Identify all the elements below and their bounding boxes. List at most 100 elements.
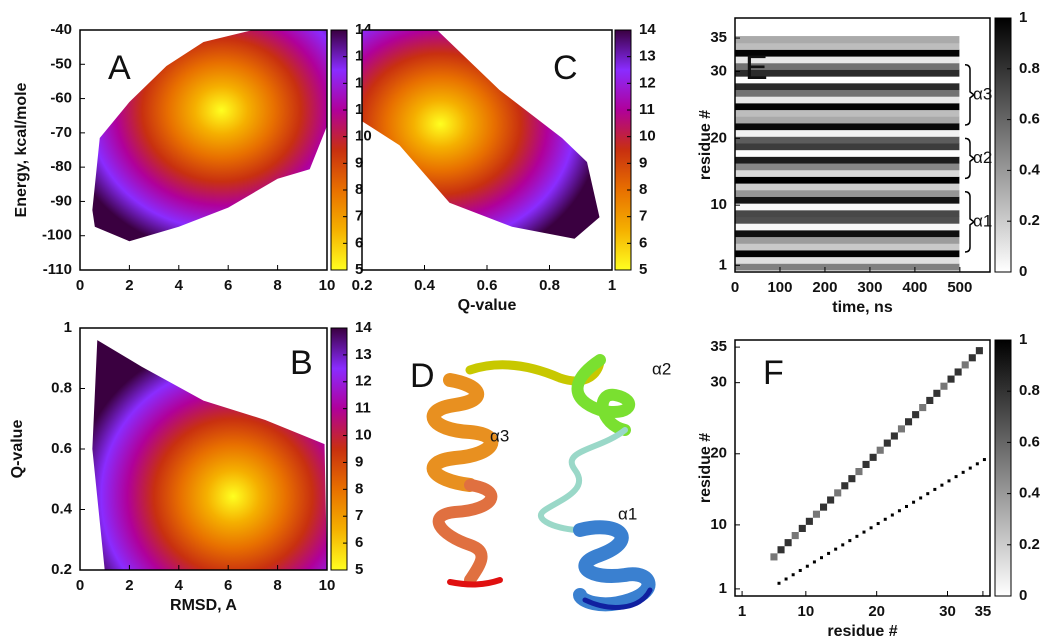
colorbar-tick-label: 11	[639, 101, 655, 118]
contact	[869, 453, 877, 461]
colorbar-tick-label: 0.2	[1019, 536, 1040, 553]
contact	[897, 509, 901, 513]
y-tick-label: 1	[719, 256, 727, 273]
x-tick-label: 2	[125, 277, 133, 294]
residue-row	[735, 183, 960, 191]
colorbar-tick-label: 14	[355, 319, 372, 336]
plot-area	[92, 340, 327, 570]
colorbar-tick-label: 8	[355, 480, 363, 497]
residue-row	[735, 56, 960, 64]
x-tick-label: 0.4	[414, 277, 436, 294]
panel-letter: D	[410, 357, 435, 395]
contact	[841, 543, 845, 547]
y-tick-label: -40	[50, 21, 72, 38]
contact	[791, 532, 799, 540]
x-tick-label: 0.8	[539, 277, 560, 294]
colorbar-tick-label: 6	[355, 534, 363, 551]
plot-frame	[734, 339, 991, 597]
x-axis-label: residue #	[827, 623, 897, 638]
x-tick-label: 6	[224, 277, 232, 294]
density-map	[362, 30, 600, 239]
brace	[964, 137, 976, 180]
y-axis-label: Q-value	[9, 420, 26, 479]
contact	[798, 524, 806, 532]
contact	[876, 522, 880, 526]
colorbar-tick-label: 7	[639, 208, 647, 225]
plot-area	[92, 30, 327, 242]
helix-annotation: α3	[973, 84, 992, 103]
y-tick-label: 10	[710, 196, 727, 213]
x-axis-label: RMSD, A	[170, 597, 237, 614]
y-tick-label: -50	[50, 55, 72, 72]
x-tick-label: 4	[175, 577, 184, 594]
residue-row	[735, 216, 960, 224]
contact	[777, 546, 785, 554]
y-tick-label: 35	[710, 29, 727, 46]
residue-row	[735, 42, 960, 50]
x-tick-label: 4	[175, 277, 184, 294]
helix-label: α1	[618, 504, 637, 523]
y-tick-label: 0.6	[51, 440, 72, 457]
contact	[933, 487, 937, 491]
y-tick-label: 20	[710, 445, 727, 462]
contact	[947, 375, 955, 383]
contact	[919, 496, 923, 500]
colorbar-tick-label: 7	[355, 208, 363, 225]
colorbar-tick-label: 1	[1019, 331, 1027, 348]
contact	[862, 530, 866, 534]
colorbar-tick-label: 10	[639, 128, 656, 145]
contact	[848, 539, 852, 543]
y-tick-label: 0.8	[51, 379, 72, 396]
x-axis-label: Q-value	[458, 297, 517, 314]
helix-label: α3	[490, 426, 509, 445]
helix-annotation: α1	[973, 211, 992, 230]
panel-letter: F	[763, 354, 784, 392]
x-axis-label: time, ns	[832, 299, 893, 316]
contact	[954, 368, 962, 376]
residue-row	[735, 189, 960, 197]
y-tick-label: 20	[710, 129, 727, 146]
residue-row	[735, 249, 960, 258]
panel-letter: B	[290, 344, 313, 382]
x-tick-label: 10	[319, 577, 336, 594]
colorbar-tick-label: 14	[639, 21, 656, 38]
contact	[890, 513, 894, 517]
contact	[926, 492, 930, 496]
density-map	[92, 30, 327, 242]
y-tick-label: 1	[719, 580, 727, 597]
contact	[883, 439, 891, 447]
x-tick-label: 20	[868, 603, 885, 620]
contact	[897, 425, 905, 433]
colorbar	[330, 327, 348, 571]
x-tick-label: 30	[939, 603, 956, 620]
ribbon	[465, 355, 605, 386]
residue-row	[735, 209, 960, 218]
contact	[798, 568, 802, 572]
colorbar-tick-label: 6	[355, 234, 363, 251]
contact	[855, 468, 863, 476]
residue-row	[735, 109, 960, 117]
x-tick-label: 0.6	[477, 277, 498, 294]
helix	[426, 373, 499, 492]
y-tick-label: 0.4	[51, 500, 73, 517]
colorbar-tick-label: 0.8	[1019, 382, 1040, 399]
residue-row	[735, 142, 960, 151]
contact	[912, 500, 916, 504]
residue-row	[735, 96, 960, 104]
x-tick-label: 200	[812, 279, 837, 296]
y-tick-label: -80	[50, 158, 72, 175]
residue-row	[735, 243, 960, 251]
x-tick-label: 2	[125, 577, 133, 594]
density-map	[92, 340, 327, 570]
residue-row	[735, 263, 960, 271]
x-tick-label: 8	[273, 577, 281, 594]
residue-row	[735, 176, 960, 184]
residue-row	[735, 69, 960, 77]
colorbar	[994, 339, 1012, 597]
colorbar-tick-label: 0	[1019, 263, 1027, 280]
colorbar-tick-label: 0	[1019, 587, 1027, 604]
x-tick-label: 0	[731, 279, 739, 296]
plot-frame	[734, 17, 991, 273]
x-tick-label: 400	[902, 279, 927, 296]
